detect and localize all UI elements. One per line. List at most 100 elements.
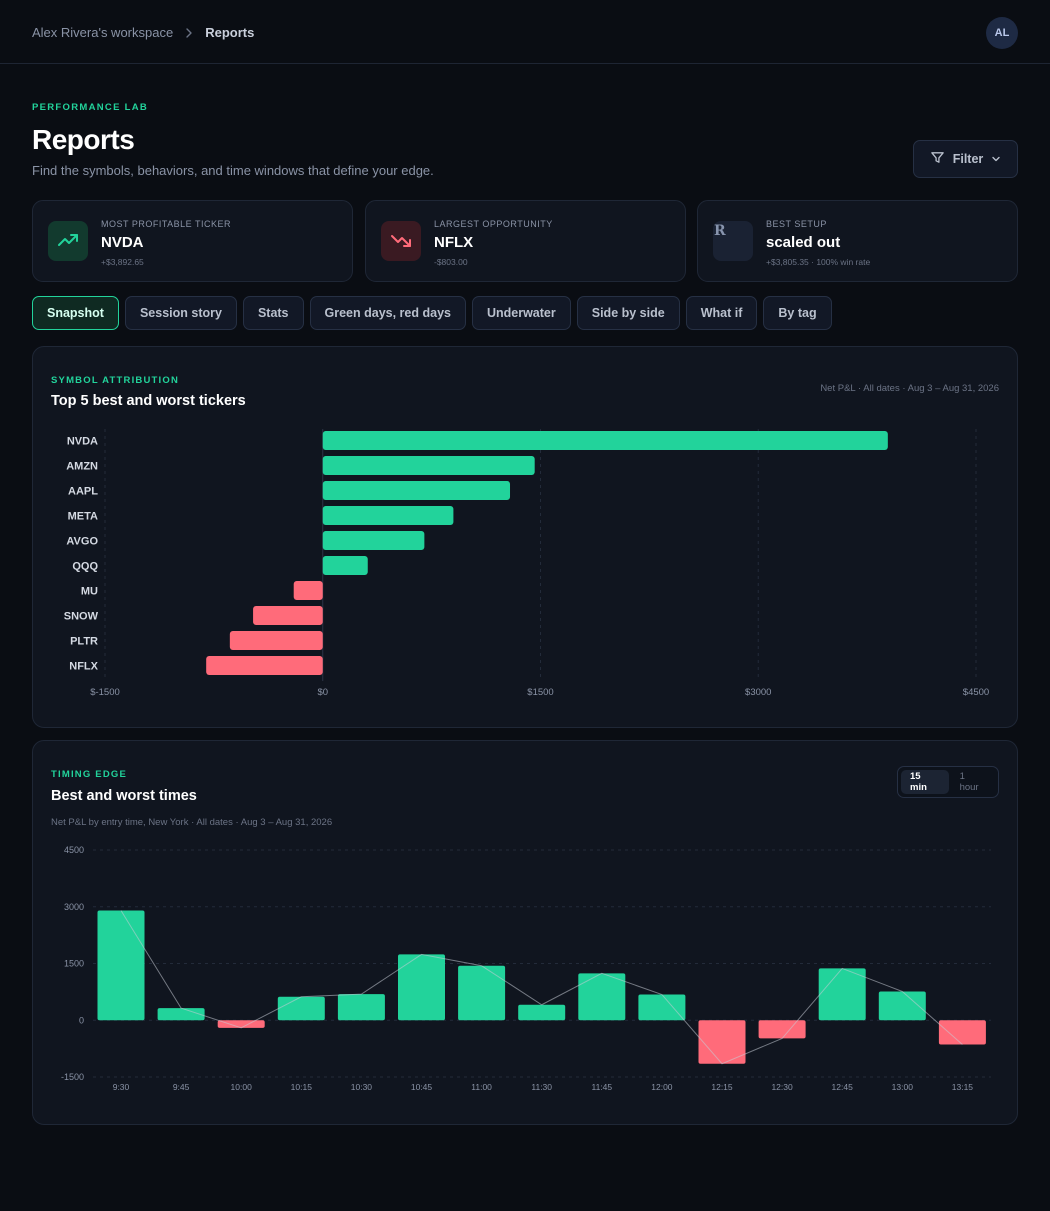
x-tick-label: 12:30 [771, 1082, 793, 1092]
tab-snapshot[interactable]: Snapshot [32, 296, 119, 330]
bar-1015 [277, 996, 325, 1021]
panel-meta: Net P&L by entry time, New York · All da… [51, 817, 333, 828]
bar-nvda [322, 431, 888, 450]
interval-toggle: 15 min 1 hour [897, 766, 999, 798]
symbol-attribution-panel: SYMBOL ATTRIBUTION Top 5 best and worst … [32, 346, 1018, 728]
x-tick-label: $0 [317, 687, 328, 698]
chevron-down-icon [991, 152, 1001, 166]
kpi-card-most-profitable[interactable]: MOST PROFITABLE TICKER NVDA +$3,892.65 [32, 200, 353, 282]
x-tick-label: 9:45 [173, 1082, 190, 1092]
tab-side-by-side[interactable]: Side by side [576, 296, 680, 330]
x-tick-label: $-1500 [90, 687, 120, 698]
bar-1230 [758, 1020, 806, 1039]
bar-1000 [217, 1020, 265, 1028]
y-tick-label: -1500 [61, 1072, 84, 1082]
trend-line [120, 910, 963, 1065]
category-label: NFLX [69, 661, 98, 673]
filter-label: Filter [952, 152, 984, 166]
breadcrumb: Alex Rivera's workspace Reports [32, 25, 254, 40]
x-tick-label: 12:45 [832, 1082, 854, 1092]
bar-meta [322, 506, 454, 525]
bar-pltr [229, 631, 323, 650]
symbol-bar-chart: $-1500 $0 $1500 $3000 $4500 NVDA AMZN AAPL META A… [64, 429, 989, 698]
bar-930 [97, 910, 145, 1021]
top-bar: Alex Rivera's workspace Reports AL [0, 0, 1050, 64]
panel-meta: Net P&L · All dates · Aug 3 – Aug 31, 20… [820, 383, 999, 394]
kpi-value: NVDA [101, 234, 144, 251]
x-tick-label: 10:00 [231, 1082, 253, 1092]
kpi-card-largest-opportunity[interactable]: LARGEST OPPORTUNITY NFLX -$803.00 [365, 200, 686, 282]
x-tick-label: 10:15 [291, 1082, 313, 1092]
bar-snow [253, 606, 323, 625]
bar-945 [157, 1008, 205, 1021]
y-tick-label: 3000 [64, 902, 84, 912]
x-tick-label: 11:00 [471, 1082, 492, 1092]
kpi-card-best-setup[interactable]: R BEST SETUP scaled out +$3,805.35 · 100… [697, 200, 1018, 282]
panel-eyebrow: TIMING EDGE [51, 769, 128, 780]
trending-down-icon [381, 221, 421, 261]
x-tick-label: 11:30 [531, 1082, 552, 1092]
filter-button[interactable]: Filter [913, 140, 1018, 178]
y-tick-label: 4500 [64, 845, 84, 855]
kpi-label: BEST SETUP [766, 219, 827, 229]
panel-title: Top 5 best and worst tickers [51, 393, 246, 409]
category-label: AMZN [66, 461, 98, 473]
bar-qqq [322, 556, 368, 575]
category-label: AVGO [66, 536, 98, 548]
kpi-sub: -$803.00 [434, 257, 468, 267]
y-tick-label: 0 [79, 1015, 84, 1025]
kpi-sub: +$3,805.35 · 100% win rate [766, 257, 871, 267]
x-tick-label: 13:15 [952, 1082, 974, 1092]
avatar[interactable]: AL [986, 17, 1018, 49]
x-tick-label: $3000 [745, 687, 771, 698]
panel-title: Best and worst times [51, 788, 197, 804]
tab-what-if[interactable]: What if [685, 296, 758, 330]
bar-aapl [322, 481, 511, 500]
tab-underwater[interactable]: Underwater [471, 296, 571, 330]
page-title: Reports [32, 124, 135, 155]
x-tick-label: 10:30 [351, 1082, 373, 1092]
category-label: MU [81, 586, 98, 598]
x-tick-label: 10:45 [411, 1082, 433, 1092]
toggle-1-hour[interactable]: 1 hour [959, 771, 979, 793]
kpi-sub: +$3,892.65 [101, 257, 144, 267]
trending-up-icon [48, 221, 88, 261]
breadcrumb-current: Reports [205, 25, 255, 40]
breadcrumb-workspace-link[interactable]: Alex Rivera's workspace [32, 25, 174, 40]
filter-icon [930, 150, 945, 168]
bar-1200 [638, 994, 686, 1021]
bar-1100 [458, 965, 506, 1021]
category-label: PLTR [70, 636, 98, 648]
category-label: AAPL [68, 486, 98, 498]
bar-avgo [322, 531, 425, 550]
toggle-15-min[interactable]: 15 min [901, 770, 949, 794]
bar-1130 [518, 1004, 566, 1021]
bar-1315 [938, 1020, 986, 1045]
bar-1145 [578, 973, 626, 1021]
setup-letter-icon: R [713, 221, 753, 261]
tab-by-tag[interactable]: By tag [763, 296, 832, 330]
x-tick-label: 12:15 [711, 1082, 733, 1092]
page-subtitle: Find the symbols, behaviors, and time wi… [32, 163, 434, 178]
category-label: NVDA [67, 436, 98, 448]
bar-1030 [337, 994, 385, 1021]
kpi-value: NFLX [434, 234, 474, 251]
bar-mu [293, 581, 323, 600]
bar-amzn [322, 456, 535, 475]
category-label: QQQ [72, 561, 98, 573]
tab-session-story[interactable]: Session story [124, 296, 237, 330]
page-eyebrow: PERFORMANCE LAB [32, 102, 149, 113]
x-tick-label: $4500 [963, 687, 989, 698]
report-tabs: Snapshot Session story Stats Green days,… [32, 296, 832, 330]
tab-green-red-days[interactable]: Green days, red days [309, 296, 466, 330]
x-tick-label: 9:30 [113, 1082, 130, 1092]
panel-eyebrow: SYMBOL ATTRIBUTION [51, 375, 180, 386]
kpi-label: MOST PROFITABLE TICKER [101, 219, 232, 229]
category-label: META [68, 511, 98, 523]
chevron-right-icon [185, 27, 193, 38]
kpi-label: LARGEST OPPORTUNITY [434, 219, 553, 229]
timing-edge-panel: TIMING EDGE Best and worst times Net P&L… [32, 740, 1018, 1125]
tab-stats[interactable]: Stats [242, 296, 304, 330]
bar-1245 [818, 968, 866, 1021]
bar-1215 [698, 1020, 746, 1064]
